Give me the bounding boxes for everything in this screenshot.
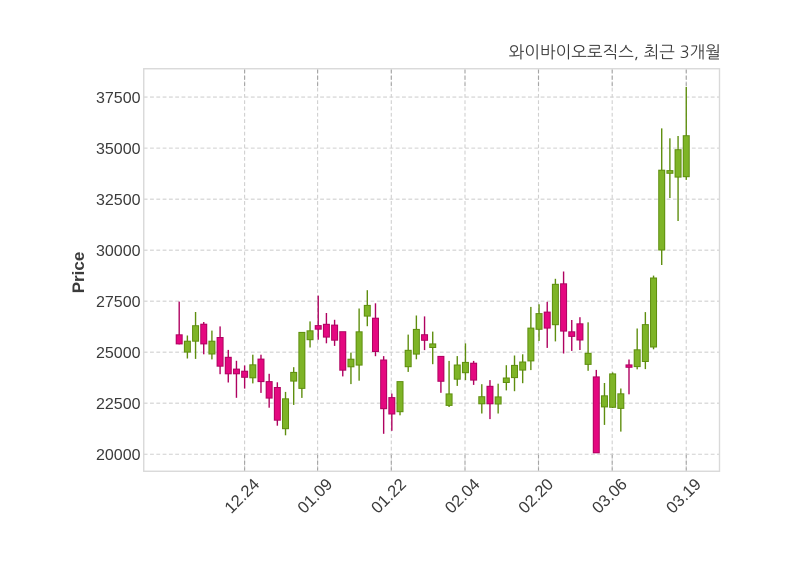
svg-text:Price: Price [69,252,88,294]
svg-text:25000: 25000 [96,345,141,362]
svg-text:20000: 20000 [96,447,141,464]
svg-text:27500: 27500 [96,294,141,311]
svg-text:22500: 22500 [96,396,141,413]
svg-text:37500: 37500 [96,90,141,107]
svg-text:30000: 30000 [96,243,141,260]
svg-text:35000: 35000 [96,141,141,158]
svg-text:32500: 32500 [96,192,141,209]
